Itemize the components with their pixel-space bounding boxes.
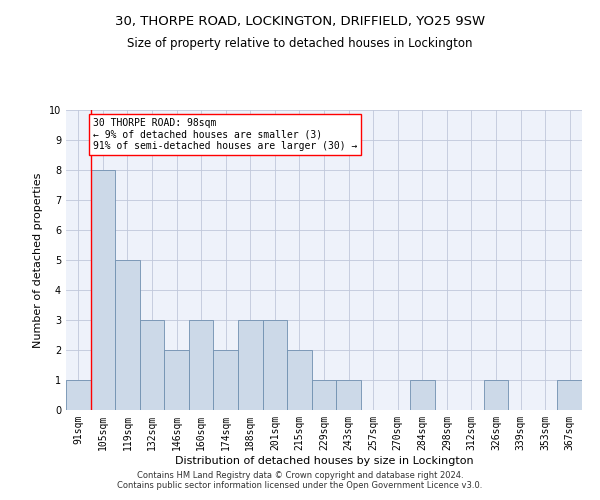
Bar xyxy=(164,350,189,410)
Text: 30 THORPE ROAD: 98sqm
← 9% of detached houses are smaller (3)
91% of semi-detach: 30 THORPE ROAD: 98sqm ← 9% of detached h… xyxy=(93,118,358,150)
Bar xyxy=(557,380,582,410)
Bar xyxy=(66,380,91,410)
Bar xyxy=(115,260,140,410)
Bar xyxy=(410,380,434,410)
Text: Size of property relative to detached houses in Lockington: Size of property relative to detached ho… xyxy=(127,38,473,51)
Bar xyxy=(140,320,164,410)
Text: Contains HM Land Registry data © Crown copyright and database right 2024.
Contai: Contains HM Land Registry data © Crown c… xyxy=(118,470,482,490)
Bar xyxy=(312,380,336,410)
Bar xyxy=(189,320,214,410)
Bar xyxy=(336,380,361,410)
Y-axis label: Number of detached properties: Number of detached properties xyxy=(34,172,43,348)
Bar xyxy=(214,350,238,410)
Bar xyxy=(484,380,508,410)
Bar xyxy=(238,320,263,410)
Bar xyxy=(287,350,312,410)
Bar xyxy=(91,170,115,410)
X-axis label: Distribution of detached houses by size in Lockington: Distribution of detached houses by size … xyxy=(175,456,473,466)
Bar xyxy=(263,320,287,410)
Text: 30, THORPE ROAD, LOCKINGTON, DRIFFIELD, YO25 9SW: 30, THORPE ROAD, LOCKINGTON, DRIFFIELD, … xyxy=(115,15,485,28)
